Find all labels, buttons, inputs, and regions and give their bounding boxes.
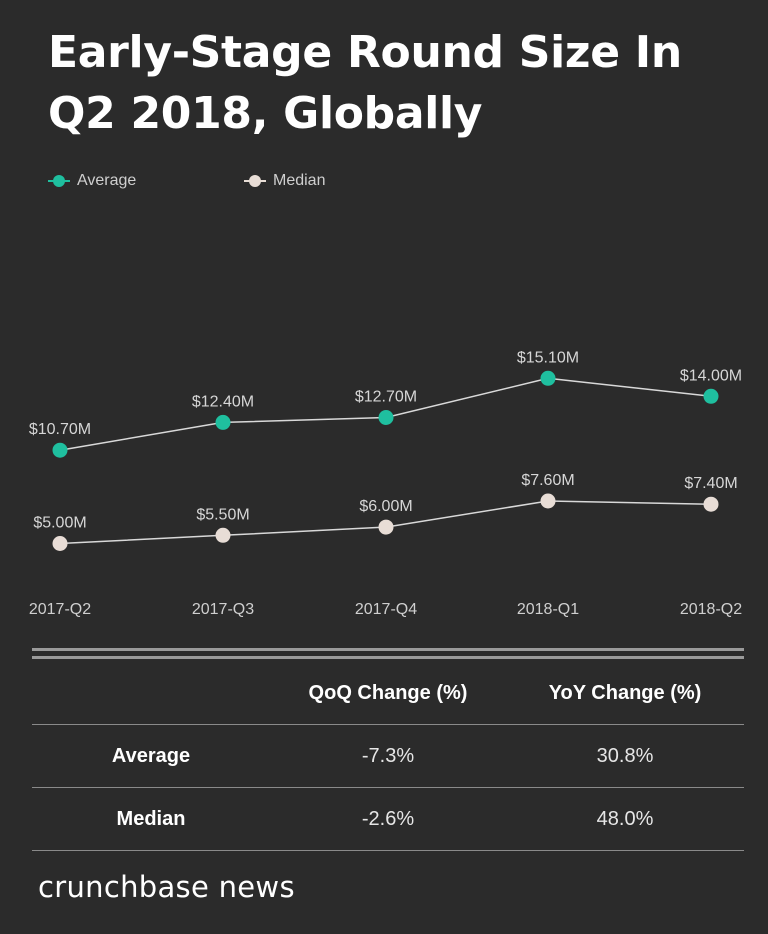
data-point-average <box>52 442 68 458</box>
data-point-median <box>215 527 231 543</box>
data-point-average <box>215 414 231 430</box>
data-label-median: $5.50M <box>196 506 249 523</box>
data-label-average: $10.70M <box>29 421 91 438</box>
table-cell-qoq: -2.6% <box>270 787 506 851</box>
data-label-median: $6.00M <box>359 498 412 515</box>
legend-label-average: Average <box>77 172 137 189</box>
data-label-median: $7.40M <box>684 475 737 492</box>
divider-top <box>32 648 744 651</box>
table-cell-yoy: 30.8% <box>506 724 744 788</box>
table-row-label: Average <box>32 724 270 788</box>
data-label-average: $15.10M <box>517 349 579 366</box>
line-chart: $10.70M $12.40M $12.70M $15.10M $14.00M $5.00… <box>29 349 742 618</box>
data-label-median: $5.00M <box>33 515 86 532</box>
table-row: Average -7.3% 30.8% <box>32 724 744 788</box>
legend-line-median <box>244 175 266 187</box>
table-header-qoq: QoQ Change (%) <box>308 681 468 704</box>
data-label-average: $12.70M <box>355 389 417 406</box>
table-cell-yoy: 48.0% <box>506 787 744 851</box>
data-point-median <box>52 536 68 551</box>
table-header-empty <box>32 662 270 725</box>
legend-line-average <box>48 175 70 187</box>
x-tick-label: 2017-Q3 <box>192 601 254 618</box>
data-label-average: $14.00M <box>680 367 742 384</box>
data-point-average <box>703 388 719 404</box>
table-row: Median -2.6% 48.0% <box>32 787 744 851</box>
data-point-median <box>378 519 394 535</box>
data-label-median: $7.60M <box>521 472 574 489</box>
data-point-average <box>540 370 556 386</box>
legend-marker-median <box>249 175 261 187</box>
data-point-median <box>703 496 719 512</box>
chart-title: Early-Stage Round Size In Q2 2018, Globa… <box>48 27 682 139</box>
data-point-median <box>540 493 556 509</box>
legend-item-average: Average <box>48 172 136 190</box>
divider-bottom <box>32 656 744 659</box>
data-point-average <box>378 410 394 425</box>
x-tick-label: 2018-Q2 <box>680 601 742 618</box>
table-header-row: QoQ Change (%) YoY Change (%) <box>32 662 744 725</box>
legend-label-median: Median <box>273 172 326 189</box>
data-label-average: $12.40M <box>192 393 254 410</box>
x-tick-label: 2017-Q4 <box>355 601 417 618</box>
crunchbase-news-logo: crunchbase news <box>38 870 295 904</box>
change-table: QoQ Change (%) YoY Change (%) Average -7… <box>32 662 744 851</box>
x-tick-label: 2018-Q1 <box>517 601 579 618</box>
legend: Average Median <box>0 172 768 194</box>
x-tick-label: 2017-Q2 <box>29 601 91 618</box>
legend-marker-average <box>53 175 65 187</box>
table-row-label: Median <box>32 787 270 851</box>
table-cell-qoq: -7.3% <box>270 724 506 788</box>
table-header-yoy: YoY Change (%) <box>548 681 702 704</box>
legend-item-median: Median <box>244 172 325 190</box>
